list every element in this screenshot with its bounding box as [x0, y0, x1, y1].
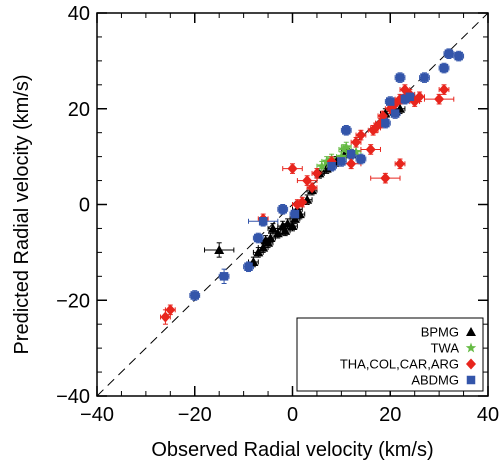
data-point-square — [444, 49, 454, 58]
data-point-square — [395, 73, 405, 82]
data-point-square — [258, 217, 268, 226]
data-point-diamond — [302, 175, 313, 187]
y-tick-label: −40 — [56, 386, 90, 408]
data-point-square — [342, 126, 351, 135]
data-point-square — [454, 51, 463, 61]
data-point-diamond — [434, 93, 445, 105]
data-point-square — [278, 205, 287, 214]
data-point-diamond — [377, 110, 388, 122]
data-point-diamond — [287, 163, 298, 175]
legend-label: THA,COL,CAR,ARG — [340, 357, 459, 372]
data-point-square — [290, 209, 300, 219]
data-point-star — [341, 141, 352, 152]
data-point-triangle — [287, 221, 298, 231]
data-point-diamond — [414, 91, 425, 103]
data-point-square — [386, 97, 395, 106]
legend-marker-square — [466, 375, 476, 385]
data-point-diamond — [346, 158, 357, 170]
data-point-triangle — [258, 242, 269, 252]
x-tick-label: −20 — [178, 404, 212, 426]
data-point-star — [336, 151, 347, 162]
data-point-diamond — [160, 311, 171, 323]
data-point-triangle — [280, 225, 291, 235]
data-point-triangle — [272, 228, 283, 238]
data-point-triangle — [263, 237, 274, 247]
data-point-diamond — [439, 84, 450, 96]
data-point-square — [244, 262, 253, 271]
x-axis-title: Observed Radial velocity (km/s) — [151, 439, 433, 461]
legend-marker-diamond — [466, 358, 476, 370]
legend-marker-star — [465, 342, 477, 353]
data-point-triangle — [265, 233, 276, 243]
x-tick-label: −40 — [80, 404, 114, 426]
legend-box — [296, 317, 484, 392]
data-point-diamond — [380, 172, 391, 184]
data-point-layer — [160, 49, 463, 323]
data-point-square — [190, 291, 199, 300]
y-tick-label: 20 — [68, 99, 90, 121]
data-point-square — [346, 149, 356, 159]
legend-marker-triangle — [466, 327, 476, 336]
data-point-square — [337, 157, 346, 166]
y-tick-label: 0 — [79, 195, 90, 217]
plot-frame — [96, 12, 489, 397]
data-point-star — [350, 146, 362, 157]
data-point-square — [400, 94, 410, 104]
legend-label: ABDMG — [411, 373, 459, 388]
data-point-square — [219, 272, 229, 281]
legend-label: BPMG — [421, 325, 459, 340]
y-axis-title: Predicted Radial velocity (km/s) — [11, 74, 33, 354]
data-point-square — [254, 233, 263, 243]
data-point-diamond — [307, 182, 318, 194]
data-point-square — [327, 161, 336, 171]
data-point-star — [316, 160, 328, 171]
data-point-diamond — [395, 158, 406, 170]
data-point-triangle — [214, 244, 225, 254]
data-point-square — [390, 109, 400, 118]
tick-label-layer: −40−40 −20 −20 0 0 20 20 40 40 — [56, 3, 499, 426]
data-point-square — [420, 73, 429, 82]
data-point-diamond — [351, 136, 362, 148]
x-tick-label: 40 — [477, 404, 499, 426]
data-point-diamond — [297, 196, 308, 208]
data-point-star — [321, 155, 332, 166]
data-point-diamond — [165, 304, 176, 316]
data-point-diamond — [311, 167, 322, 179]
data-point-diamond — [355, 129, 366, 141]
x-tick-label: 20 — [379, 404, 401, 426]
x-tick-label: 0 — [287, 404, 298, 426]
data-point-triangle — [267, 223, 278, 233]
data-point-triangle — [289, 213, 300, 223]
data-point-square — [356, 154, 366, 164]
data-point-square — [405, 92, 415, 102]
data-point-diamond — [365, 143, 376, 155]
data-point-square — [381, 118, 390, 128]
data-point-square — [439, 63, 449, 73]
y-tick-label: 40 — [68, 3, 90, 25]
data-point-triangle — [253, 247, 264, 257]
legend-label: TWA — [431, 341, 460, 356]
y-tick-label: −20 — [56, 290, 90, 312]
